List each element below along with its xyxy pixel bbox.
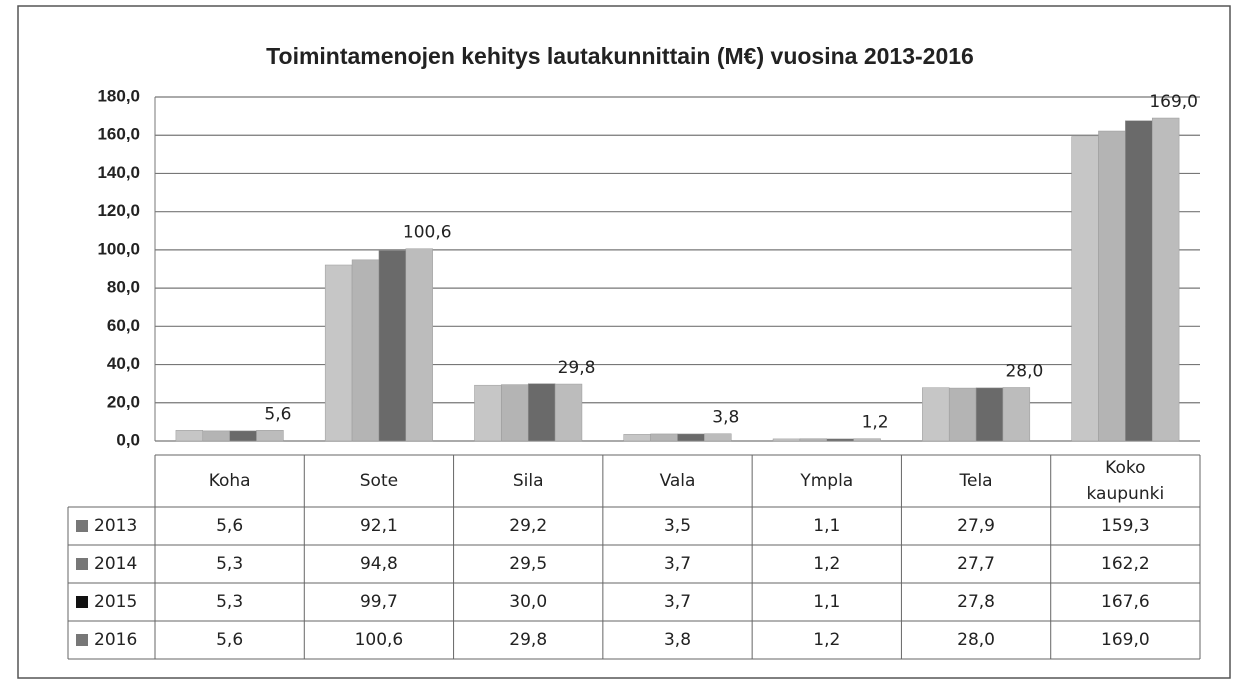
legend-label: 2013 (94, 516, 137, 536)
y-tick-label: 160,0 (97, 125, 140, 144)
bar (623, 434, 651, 442)
bar (826, 438, 854, 442)
bar (474, 384, 502, 442)
data-label: 29,8 (558, 358, 596, 378)
legend-label: 2014 (94, 554, 137, 574)
legend-label: 2015 (94, 592, 137, 612)
y-tick-label: 100,0 (97, 239, 140, 258)
y-tick-label: 180,0 (97, 86, 140, 105)
bar (1151, 117, 1180, 442)
bar (351, 259, 380, 442)
chart-border (17, 5, 1231, 679)
table-cell: 94,8 (360, 554, 398, 574)
bar (799, 438, 828, 442)
data-label: 5,6 (264, 404, 291, 424)
bar (175, 430, 204, 442)
category-label: Koko kaupunki (1086, 458, 1165, 504)
category-label: Tela (959, 471, 993, 491)
y-tick-label: 0,0 (116, 430, 140, 449)
bar (256, 430, 284, 442)
legend-label: 2016 (94, 630, 137, 650)
legend-swatch (76, 596, 88, 608)
category-label: Sila (512, 471, 544, 491)
legend-swatch (76, 634, 88, 646)
table-cell: 1,1 (813, 592, 840, 612)
data-label: 3,8 (712, 408, 739, 428)
bar (527, 383, 556, 442)
bar (554, 383, 583, 442)
bar (948, 387, 977, 442)
table-cell: 29,5 (509, 554, 547, 574)
bar (1071, 136, 1099, 442)
table-cell: 29,8 (509, 630, 547, 650)
bar (501, 384, 529, 442)
data-label: 28,0 (1005, 361, 1043, 381)
table-cell: 3,7 (664, 554, 691, 574)
bar (922, 387, 950, 442)
y-tick-label: 140,0 (97, 163, 140, 182)
data-label: 169,0 (1149, 92, 1198, 112)
bar (324, 264, 353, 442)
bar (229, 430, 257, 442)
table-cell: 5,6 (216, 516, 243, 536)
bar (378, 250, 407, 442)
category-label: Vala (659, 471, 696, 491)
table-cell: 5,3 (216, 592, 243, 612)
table-cell: 28,0 (957, 630, 995, 650)
bar (405, 248, 433, 442)
bar (650, 433, 678, 442)
table-cell: 1,1 (813, 516, 840, 536)
bar (1002, 387, 1031, 442)
bar (1125, 120, 1153, 442)
table-cell: 169,0 (1101, 630, 1150, 650)
table-cell: 159,3 (1101, 516, 1150, 536)
table-cell: 1,2 (813, 554, 840, 574)
bar (772, 438, 801, 442)
table-cell: 92,1 (360, 516, 398, 536)
category-label: Sote (359, 471, 399, 491)
legend-swatch (76, 558, 88, 570)
data-label: 1,2 (862, 413, 889, 433)
category-label: Ympla (800, 471, 854, 491)
bar (975, 387, 1004, 442)
table-cell: 30,0 (509, 592, 547, 612)
table-cell: 27,7 (957, 554, 995, 574)
table-cell: 29,2 (509, 516, 547, 536)
category-label: Koha (208, 471, 251, 491)
chart-title: Toimintamenojen kehitys lautakunnittain … (266, 43, 974, 69)
bar (704, 433, 732, 442)
bar (202, 430, 230, 442)
table-cell: 100,6 (355, 630, 404, 650)
table-cell: 5,3 (216, 554, 243, 574)
bar (853, 438, 881, 442)
table-cell: 99,7 (360, 592, 398, 612)
legend-swatch (76, 520, 88, 532)
table-cell: 162,2 (1101, 554, 1150, 574)
table-cell: 3,5 (664, 516, 691, 536)
bar (1098, 130, 1126, 442)
y-tick-label: 20,0 (107, 392, 140, 411)
table-cell: 167,6 (1101, 592, 1150, 612)
table-cell: 1,2 (813, 630, 840, 650)
y-tick-label: 60,0 (107, 316, 140, 335)
y-tick-label: 120,0 (97, 201, 140, 220)
table-cell: 27,8 (957, 592, 995, 612)
data-label: 100,6 (403, 223, 452, 243)
y-tick-label: 80,0 (107, 278, 140, 297)
table-cell: 5,6 (216, 630, 243, 650)
table-cell: 3,7 (664, 592, 691, 612)
table-cell: 3,8 (664, 630, 691, 650)
table-cell: 27,9 (957, 516, 995, 536)
y-tick-label: 40,0 (107, 354, 140, 373)
bar (677, 433, 705, 442)
